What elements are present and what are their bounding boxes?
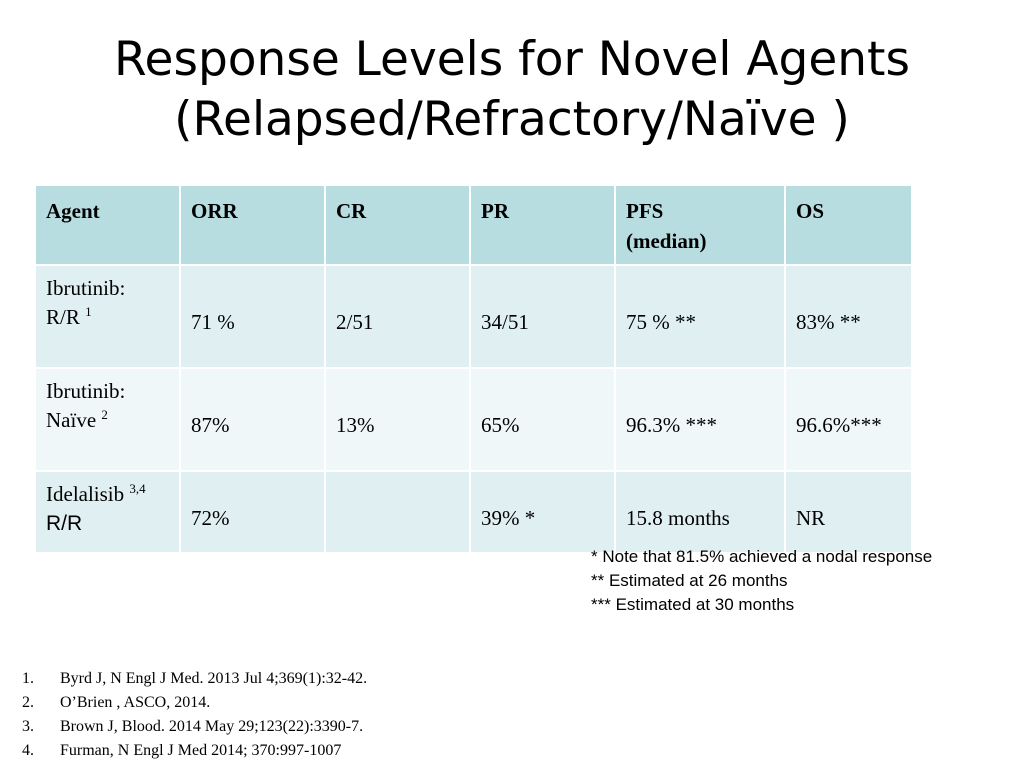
- header-pfs-sub: (median): [626, 229, 707, 253]
- header-os: OS: [784, 184, 913, 266]
- orr-cell: 71 %: [179, 264, 326, 369]
- reference-item: 1. Byrd J, N Engl J Med. 2013 Jul 4;369(1…: [22, 667, 367, 691]
- pfs-cell: 75 % **: [614, 264, 786, 369]
- header-agent: Agent: [34, 184, 181, 266]
- os-cell: 96.6%***: [784, 367, 913, 472]
- header-pfs-label: PFS: [626, 199, 664, 223]
- response-table: Agent ORR CR PR PFS (median) OS Ibrutini…: [34, 184, 913, 554]
- table-row: Ibrutinib: Naïve 2 87% 13% 65% 96.3% ***…: [34, 367, 913, 472]
- footnote: ** Estimated at 26 months: [591, 571, 788, 590]
- agent-name: Ibrutinib:: [46, 379, 126, 403]
- title-line-1: Response Levels for Novel Agents: [114, 32, 910, 87]
- os-cell: NR: [784, 470, 913, 554]
- reference-number: 2.: [22, 694, 34, 711]
- orr-cell: 87%: [179, 367, 326, 472]
- pr-cell: 39% *: [469, 470, 616, 554]
- reference-number: 3.: [22, 718, 34, 735]
- reference-text: Brown J, Blood. 2014 May 29;123(22):3390…: [60, 718, 364, 735]
- reference-item: 2. O’Brien , ASCO, 2014.: [22, 691, 367, 715]
- reference-marker: 1: [85, 304, 92, 319]
- pfs-cell: 96.3% ***: [614, 367, 786, 472]
- agent-name: Idelalisib: [46, 482, 130, 506]
- reference-marker: 2: [101, 407, 108, 422]
- reference-number: 1.: [22, 670, 34, 687]
- footnote: *** Estimated at 30 months: [591, 595, 795, 614]
- agent-cohort-text: Naïve: [46, 408, 102, 432]
- reference-number: 4.: [22, 742, 34, 759]
- agent-cohort: R/R 1: [46, 303, 169, 332]
- footnote: * Note that 81.5% achieved a nodal respo…: [591, 547, 933, 566]
- cr-cell: [324, 470, 471, 554]
- table-row: Ibrutinib: R/R 1 71 % 2/51 34/51 75 % **…: [34, 264, 913, 369]
- reference-marker: 3,4: [129, 481, 146, 496]
- orr-cell: 72%: [179, 470, 326, 554]
- reference-text: Byrd J, N Engl J Med. 2013 Jul 4;369(1):…: [60, 670, 368, 687]
- agent-cohort: R/R: [46, 512, 83, 535]
- reference-list: 1. Byrd J, N Engl J Med. 2013 Jul 4;369(1…: [22, 667, 367, 763]
- agent-cell: Ibrutinib: Naïve 2: [34, 367, 181, 472]
- reference-text: O’Brien , ASCO, 2014.: [60, 694, 211, 711]
- footnotes: * Note that 81.5% achieved a nodal respo…: [591, 545, 932, 617]
- agent-cell: Ibrutinib: R/R 1: [34, 264, 181, 369]
- agent-cohort: Naïve 2: [46, 406, 169, 435]
- title-line-2: (Relapsed/Refractory/Naïve ): [174, 92, 850, 147]
- cr-cell: 13%: [324, 367, 471, 472]
- os-cell: 83% **: [784, 264, 913, 369]
- agent-name: Ibrutinib:: [46, 276, 126, 300]
- header-pr: PR: [469, 184, 616, 266]
- pr-cell: 34/51: [469, 264, 616, 369]
- slide-title: Response Levels for Novel Agents (Relaps…: [0, 30, 1024, 150]
- pfs-cell: 15.8 months: [614, 470, 786, 554]
- reference-text: Furman, N Engl J Med 2014; 370:997-1007: [60, 742, 342, 759]
- table-row: Idelalisib 3,4 R/R 72% 39% * 15.8 months…: [34, 470, 913, 554]
- pr-cell: 65%: [469, 367, 616, 472]
- reference-item: 3. Brown J, Blood. 2014 May 29;123(22):33…: [22, 715, 367, 739]
- table-header-row: Agent ORR CR PR PFS (median) OS: [34, 184, 913, 266]
- agent-cohort-text: R/R: [46, 305, 86, 329]
- reference-item: 4. Furman, N Engl J Med 2014; 370:997-100…: [22, 739, 367, 763]
- agent-cell: Idelalisib 3,4 R/R: [34, 470, 181, 554]
- header-orr: ORR: [179, 184, 326, 266]
- header-pfs: PFS (median): [614, 184, 786, 266]
- header-cr: CR: [324, 184, 471, 266]
- cr-cell: 2/51: [324, 264, 471, 369]
